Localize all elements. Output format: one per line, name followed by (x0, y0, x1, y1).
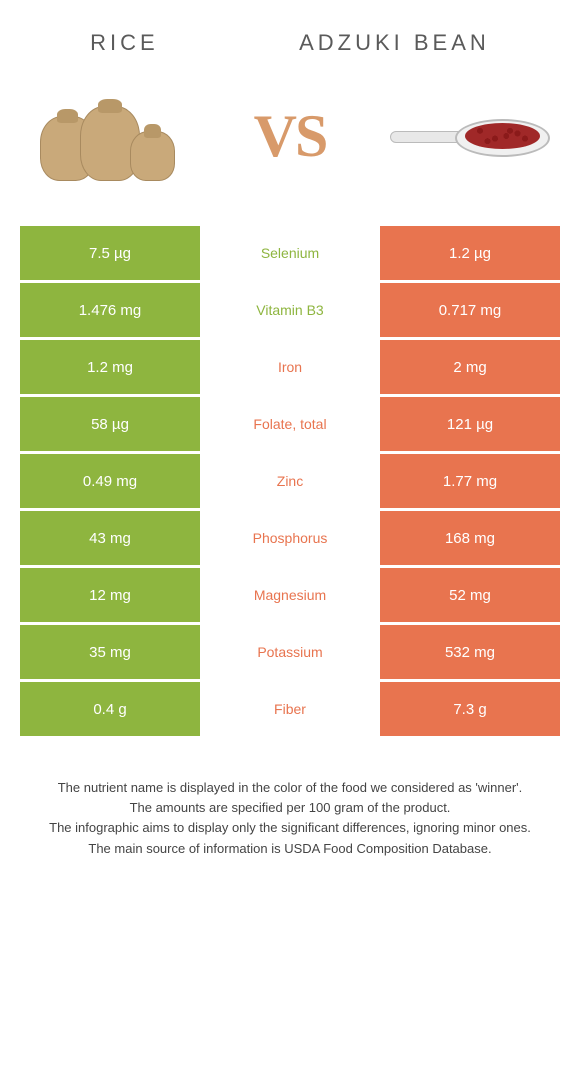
table-row: 58 µgFolate, total121 µg (20, 397, 560, 451)
food-title-right: Adzuki bean (299, 30, 490, 56)
bean-image (390, 86, 550, 186)
bean-value: 7.3 g (380, 682, 560, 736)
table-row: 0.4 gFiber7.3 g (20, 682, 560, 736)
footnote-line: The infographic aims to display only the… (20, 819, 560, 837)
rice-value: 12 mg (20, 568, 200, 622)
nutrient-name: Iron (200, 340, 380, 394)
bean-value: 0.717 mg (380, 283, 560, 337)
comparison-table: 7.5 µgSelenium1.2 µg1.476 mgVitamin B30.… (0, 226, 580, 736)
nutrient-name: Folate, total (200, 397, 380, 451)
bean-value: 52 mg (380, 568, 560, 622)
nutrient-name: Selenium (200, 226, 380, 280)
nutrient-name: Phosphorus (200, 511, 380, 565)
header: Rice Adzuki bean (0, 0, 580, 66)
nutrient-name: Fiber (200, 682, 380, 736)
nutrient-name: Vitamin B3 (200, 283, 380, 337)
rice-value: 0.49 mg (20, 454, 200, 508)
bean-value: 121 µg (380, 397, 560, 451)
footnote-line: The nutrient name is displayed in the co… (20, 779, 560, 797)
rice-value: 43 mg (20, 511, 200, 565)
bean-value: 1.2 µg (380, 226, 560, 280)
food-title-left: Rice (90, 30, 159, 56)
rice-value: 58 µg (20, 397, 200, 451)
bean-value: 1.77 mg (380, 454, 560, 508)
nutrient-name: Potassium (200, 625, 380, 679)
table-row: 1.2 mgIron2 mg (20, 340, 560, 394)
bean-value: 168 mg (380, 511, 560, 565)
rice-value: 1.476 mg (20, 283, 200, 337)
table-row: 7.5 µgSelenium1.2 µg (20, 226, 560, 280)
rice-value: 0.4 g (20, 682, 200, 736)
table-row: 43 mgPhosphorus168 mg (20, 511, 560, 565)
footnote-line: The amounts are specified per 100 gram o… (20, 799, 560, 817)
bean-value: 532 mg (380, 625, 560, 679)
table-row: 1.476 mgVitamin B30.717 mg (20, 283, 560, 337)
table-row: 12 mgMagnesium52 mg (20, 568, 560, 622)
footnotes: The nutrient name is displayed in the co… (0, 739, 580, 858)
footnote-line: The main source of information is USDA F… (20, 840, 560, 858)
rice-value: 35 mg (20, 625, 200, 679)
table-row: 35 mgPotassium532 mg (20, 625, 560, 679)
nutrient-name: Magnesium (200, 568, 380, 622)
vs-label: VS (254, 102, 327, 171)
rice-value: 7.5 µg (20, 226, 200, 280)
nutrient-name: Zinc (200, 454, 380, 508)
rice-image (30, 86, 190, 186)
bean-value: 2 mg (380, 340, 560, 394)
vs-section: VS (0, 66, 580, 226)
rice-value: 1.2 mg (20, 340, 200, 394)
table-row: 0.49 mgZinc1.77 mg (20, 454, 560, 508)
